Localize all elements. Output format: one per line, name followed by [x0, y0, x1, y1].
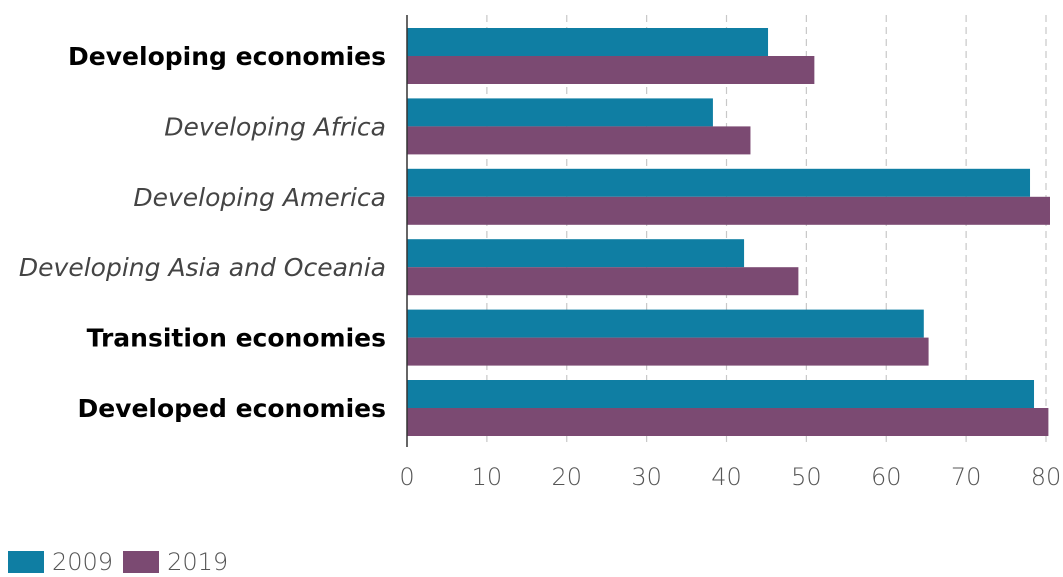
category-label-0: Developing economies — [68, 42, 386, 71]
legend-label-2019: 2019 — [167, 548, 229, 576]
x-tick-label-60: 60 — [871, 463, 902, 491]
bar-chart: Developing economies Developing Africa Dev… — [19, 15, 1061, 491]
bar-2009-2 — [407, 168, 1031, 197]
x-tick-label-30: 30 — [631, 463, 662, 491]
category-label-1: Developing Africa — [164, 112, 386, 141]
legend-swatch-2009 — [8, 551, 44, 573]
bar-2009-1 — [407, 98, 713, 127]
category-labels: Developing economies Developing Africa Dev… — [19, 42, 386, 423]
x-tick-label-80: 80 — [1031, 463, 1062, 491]
legend-item-2009: 2009 — [8, 548, 113, 576]
category-label-5: Developed economies — [77, 394, 386, 423]
legend-label-2009: 2009 — [52, 548, 114, 576]
x-tick-label-0: 0 — [399, 463, 414, 491]
x-tick-label-70: 70 — [951, 463, 982, 491]
x-tick-label-20: 20 — [551, 463, 582, 491]
bar-2019-0 — [407, 56, 815, 84]
bar-2019-4 — [407, 337, 929, 366]
category-label-3: Developing Asia and Oceania — [19, 253, 386, 282]
bars — [407, 28, 1050, 436]
x-tick-labels: 0 10 20 30 40 50 60 70 80 — [399, 463, 1061, 491]
bar-2019-1 — [407, 126, 751, 155]
legend-item-2019: 2019 — [123, 548, 228, 576]
bar-2019-5 — [407, 408, 1049, 436]
bar-2009-4 — [407, 309, 924, 338]
category-label-4: Transition economies — [87, 324, 386, 353]
legend: 2009 2019 — [8, 548, 228, 576]
grid-lines — [486, 15, 1047, 447]
x-tick-label-40: 40 — [711, 463, 742, 491]
bar-2009-0 — [407, 28, 769, 56]
x-tick-label-50: 50 — [791, 463, 822, 491]
bar-2009-5 — [407, 380, 1035, 408]
bar-2009-3 — [407, 239, 745, 268]
bar-2019-3 — [407, 267, 799, 296]
x-tick-label-10: 10 — [472, 463, 503, 491]
bar-2019-2 — [407, 196, 1050, 225]
legend-swatch-2019 — [123, 551, 160, 573]
category-label-2: Developing America — [133, 183, 386, 212]
